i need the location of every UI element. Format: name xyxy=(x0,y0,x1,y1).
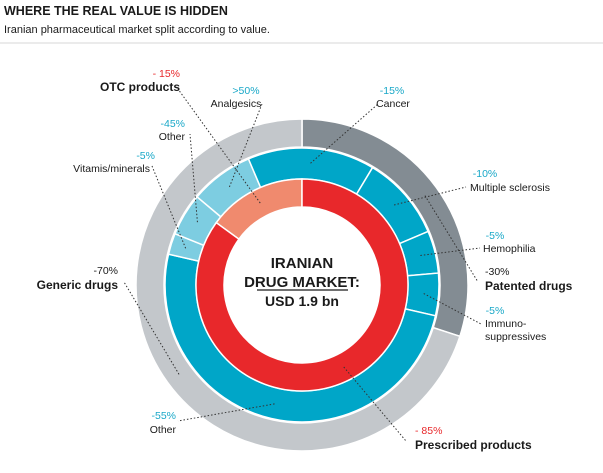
leader-patented xyxy=(424,195,479,283)
label-vitamins-value: -5% xyxy=(136,150,155,162)
label-vitamins-name: Vitamis/minerals xyxy=(73,163,150,175)
center-label-line2: DRUG MARKET: xyxy=(244,274,360,291)
label-cancer-value: -15% xyxy=(380,85,405,97)
leader-lines xyxy=(123,88,482,442)
annotations: - 15% OTC products >50% Analgesics -15% … xyxy=(37,68,573,452)
label-ms-value: -10% xyxy=(473,168,498,180)
leader-other-rx xyxy=(177,403,275,422)
leader-analgesics xyxy=(228,103,263,188)
leader-cancer xyxy=(310,103,379,164)
chart-subtitle: Iranian pharmaceutical market split acco… xyxy=(4,24,270,36)
label-immuno-value: -5% xyxy=(486,305,505,317)
leader-prescribed xyxy=(343,366,407,442)
label-analgesics-name: Analgesics xyxy=(211,98,262,110)
chart-title: WHERE THE REAL VALUE IS HIDDEN xyxy=(4,4,228,18)
label-patented-name: Patented drugs xyxy=(485,279,573,293)
label-other-otc-name: Other xyxy=(159,131,186,143)
label-otc-name: OTC products xyxy=(100,80,180,94)
label-other-rx-name: Other xyxy=(150,424,177,436)
label-immuno-name-line2: suppressives xyxy=(485,331,546,343)
inner-ring-segment-prescribed-products-1 xyxy=(195,178,409,392)
label-generic-name: Generic drugs xyxy=(37,278,119,292)
label-patented-value: -30% xyxy=(485,266,510,278)
center-label-line1: IRANIAN xyxy=(271,255,334,272)
leader-hemophilia xyxy=(420,247,481,256)
leader-immuno xyxy=(423,293,482,325)
label-cancer-name: Cancer xyxy=(376,98,410,110)
label-ms-name: Multiple sclerosis xyxy=(470,182,550,194)
leader-generic xyxy=(123,281,180,375)
outer-ring-segment-generic-drugs-1 xyxy=(135,118,461,452)
leader-otc xyxy=(177,88,261,204)
leader-vitamins xyxy=(151,165,187,249)
label-other-otc-value: -45% xyxy=(160,118,185,130)
label-hemophilia-name: Hemophilia xyxy=(483,243,536,255)
label-prescribed-name: Prescribed products xyxy=(415,438,532,452)
center-label: IRANIAN DRUG MARKET: USD 1.9 bn xyxy=(244,255,360,309)
label-other-rx-value: -55% xyxy=(151,410,176,422)
label-generic-value: -70% xyxy=(93,265,118,277)
label-otc-value: - 15% xyxy=(153,68,180,80)
center-label-line3: USD 1.9 bn xyxy=(265,293,339,309)
leader-other-otc xyxy=(189,133,198,223)
label-prescribed-value: - 85% xyxy=(415,425,442,437)
label-immuno-name-line1: Immuno- xyxy=(485,318,527,330)
label-hemophilia-value: -5% xyxy=(486,230,505,242)
label-analgesics-value: >50% xyxy=(232,85,259,97)
donut-rings xyxy=(135,118,469,452)
